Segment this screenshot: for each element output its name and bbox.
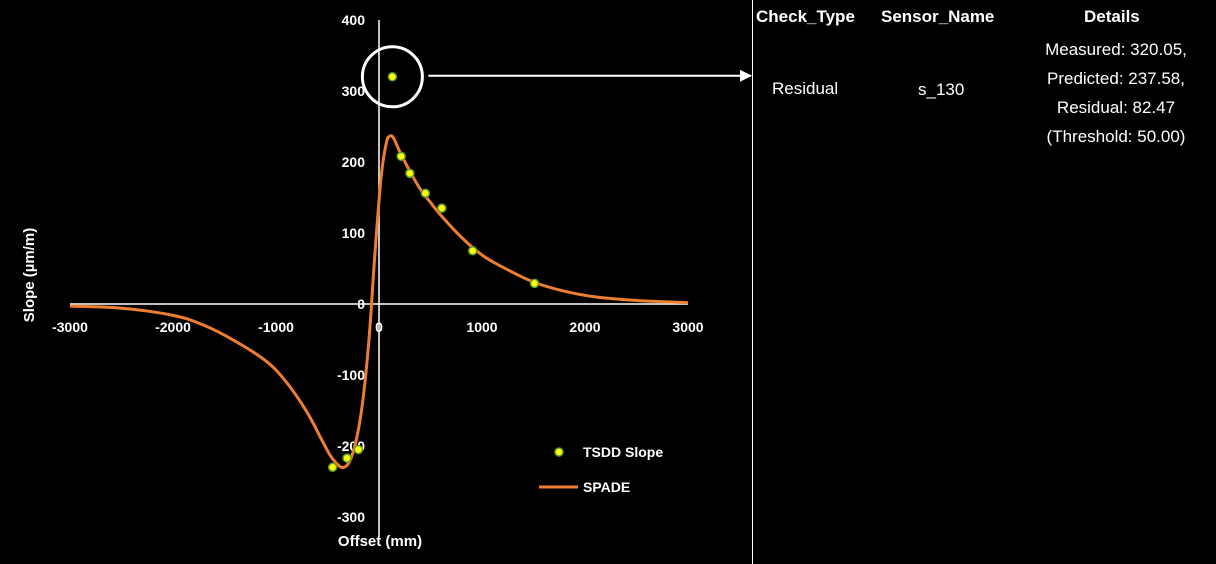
tsdd-point xyxy=(396,151,406,162)
x-tick-label: -1000 xyxy=(258,319,294,335)
details-threshold: (Threshold: 50.00) xyxy=(1046,127,1186,146)
chart-axes xyxy=(70,20,688,537)
cell-check-type: Residual xyxy=(772,79,839,98)
highlight-circle xyxy=(360,45,424,109)
tsdd-point xyxy=(467,246,478,256)
x-tick-label: 1000 xyxy=(466,319,497,335)
tsdd-point xyxy=(529,278,540,289)
y-tick-label: -100 xyxy=(337,367,365,383)
y-tick-label: 300 xyxy=(342,83,366,99)
tsdd-point xyxy=(420,188,431,198)
y-axis-title: Slope (µm/m) xyxy=(21,228,38,322)
slope-offset-chart: -3000 -2000 -1000 0 1000 2000 3000 -300-200-10… xyxy=(21,12,752,550)
tsdd-point xyxy=(387,72,398,82)
chart-legend: TSDD Slope SPADE xyxy=(539,444,663,495)
legend-marker-tsdd xyxy=(554,447,564,457)
cell-sensor-name: s_130 xyxy=(918,80,965,99)
panel-divider xyxy=(752,0,753,564)
header-check-type: Check_Type xyxy=(756,7,855,26)
residual-highlight xyxy=(360,45,752,109)
tsdd-slope-series xyxy=(327,72,540,473)
tsdd-point xyxy=(342,453,352,463)
y-tick-label: -300 xyxy=(337,509,365,525)
legend-item-tsdd-slope: TSDD Slope xyxy=(554,444,663,460)
x-tick-labels: -3000 -2000 -1000 0 1000 2000 3000 xyxy=(52,319,704,335)
tsdd-point xyxy=(327,462,338,473)
x-tick-label: 2000 xyxy=(569,319,600,335)
tsdd-point xyxy=(437,203,447,213)
x-tick-label: 0 xyxy=(375,319,383,335)
y-tick-label: 400 xyxy=(342,12,366,28)
y-tick-label: 200 xyxy=(342,154,366,170)
y-tick-label: 0 xyxy=(357,296,365,312)
tsdd-point xyxy=(405,168,415,179)
cell-details: Measured: 320.05, Predicted: 237.58, Res… xyxy=(1031,35,1201,151)
tsdd-point xyxy=(353,444,364,455)
header-sensor-name: Sensor_Name xyxy=(881,7,995,26)
legend-item-spade: SPADE xyxy=(539,479,630,495)
x-tick-label: -3000 xyxy=(52,319,88,335)
y-tick-label: 100 xyxy=(342,225,366,241)
x-tick-label: 3000 xyxy=(672,319,703,335)
x-tick-label: -2000 xyxy=(155,319,191,335)
legend-label-spade: SPADE xyxy=(583,479,630,495)
x-axis-title: Offset (mm) xyxy=(338,533,422,550)
spade-line xyxy=(69,134,689,469)
legend-label-tsdd: TSDD Slope xyxy=(583,444,663,460)
details-predicted: Predicted: 237.58, xyxy=(1047,69,1185,88)
header-details: Details xyxy=(1084,7,1140,26)
spade-series xyxy=(69,134,689,469)
details-measured: Measured: 320.05, xyxy=(1045,40,1187,59)
details-residual: Residual: 82.47 xyxy=(1056,98,1176,117)
